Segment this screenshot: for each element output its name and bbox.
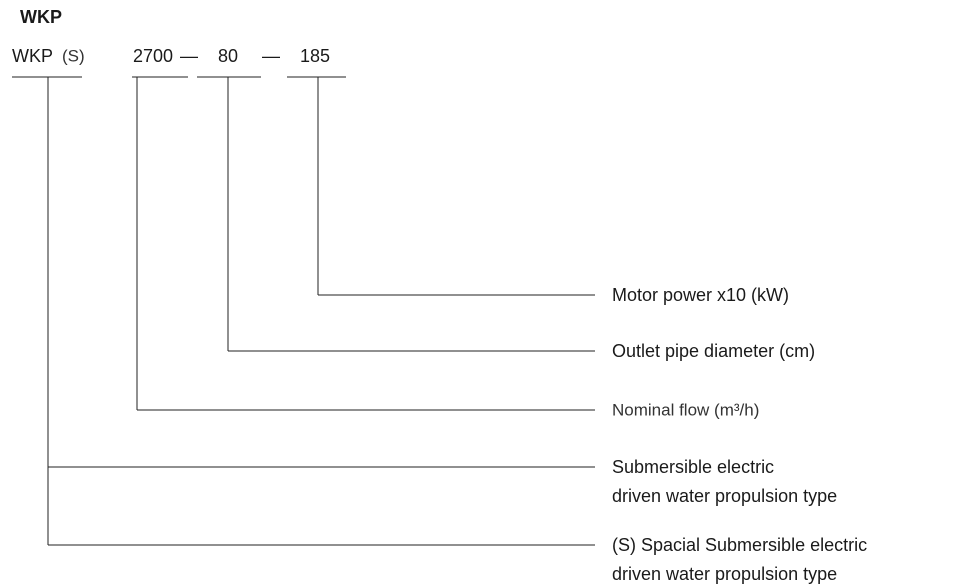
code-part: 185 — [300, 46, 330, 66]
code-part: 80 — [218, 46, 238, 66]
description: (S) Spacial Submersible electric — [612, 535, 867, 555]
description: Outlet pipe diameter (cm) — [612, 341, 815, 361]
description: driven water propulsion type — [612, 486, 837, 506]
description: driven water propulsion type — [612, 564, 837, 584]
code-part: (S) — [62, 46, 85, 65]
code-part: 2700 — [133, 46, 173, 66]
title: WKP — [20, 7, 62, 27]
code-part: WKP — [12, 46, 53, 66]
code-part: — — [180, 46, 198, 66]
description: Submersible electric — [612, 457, 774, 477]
description: Nominal flow (m³/h) — [612, 400, 759, 419]
code-part: — — [262, 46, 280, 66]
description: Motor power x10 (kW) — [612, 285, 789, 305]
